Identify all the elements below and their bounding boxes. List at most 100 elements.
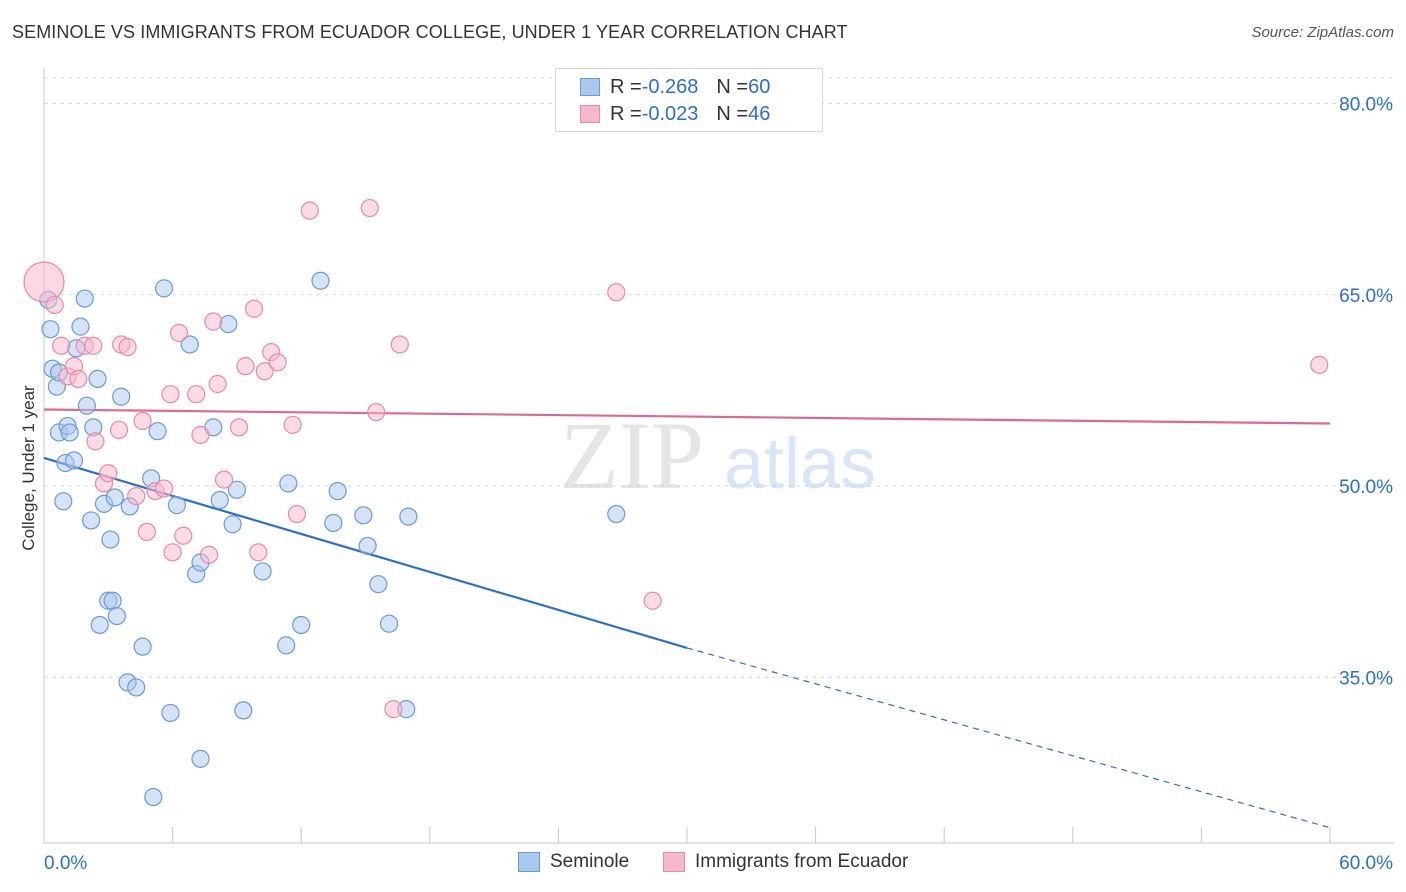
- legend-label-seminole: Seminole: [550, 851, 630, 872]
- seminole-point: [399, 507, 418, 526]
- chart-title: SEMINOLE VS IMMIGRANTS FROM ECUADOR COLL…: [12, 22, 848, 42]
- n-label: N =: [716, 102, 749, 125]
- seminole-point: [279, 474, 298, 493]
- watermark-zip: ZIP: [560, 402, 704, 509]
- seminole-point: [358, 536, 377, 556]
- seminole-point: [54, 492, 73, 511]
- ecuador-point: [643, 591, 662, 610]
- seminole-point: [60, 423, 79, 442]
- ecuador-point: [244, 299, 264, 318]
- ecuador-point: [229, 418, 249, 437]
- seminole-point: [133, 637, 152, 656]
- seminole-point: [71, 317, 90, 336]
- ecuador-point: [287, 504, 307, 524]
- ecuador-point: [236, 357, 255, 376]
- tick-labels: 35.0% 50.0% 65.0% 80.0% 0.0% 60.0%: [44, 95, 1393, 875]
- r-value: -0.268: [641, 75, 699, 98]
- ecuador-point: [283, 415, 302, 434]
- seminole-point: [82, 511, 101, 530]
- ecuador-point: [45, 295, 64, 315]
- seminole-point: [41, 320, 60, 339]
- seminole-point: [90, 615, 109, 635]
- seminole-point: [167, 496, 186, 515]
- ecuador-trend-line: [43, 408, 1331, 425]
- ecuador-point: [133, 411, 152, 431]
- seminole-point: [75, 289, 94, 308]
- seminole-point: [101, 530, 120, 549]
- y-tick-label: 50.0%: [1339, 477, 1393, 498]
- ecuador-point: [214, 470, 234, 489]
- legend-item-seminole[interactable]: Seminole: [518, 851, 629, 873]
- ecuador-point: [99, 464, 118, 483]
- seminole-point: [227, 480, 246, 499]
- seminole-point: [127, 678, 146, 697]
- ecuador-point: [69, 369, 88, 388]
- seminole-point: [107, 606, 126, 626]
- ecuador-point: [161, 385, 180, 404]
- seminole-point: [210, 490, 229, 510]
- y-tick-label: 80.0%: [1339, 95, 1393, 116]
- seminole-point: [112, 387, 131, 406]
- ecuador-point: [127, 487, 146, 506]
- seminole-swatch: [518, 852, 540, 872]
- ecuador-point: [137, 522, 156, 542]
- seminole-point: [292, 615, 311, 635]
- watermark-atlas: atlas: [724, 424, 876, 504]
- seminole-swatch: [580, 78, 600, 96]
- ecuador-point: [300, 201, 319, 220]
- ecuador-point: [23, 261, 65, 303]
- seminole-point: [379, 614, 399, 633]
- seminole-point: [328, 482, 347, 501]
- ecuador-point: [169, 323, 189, 343]
- ecuador-swatch: [580, 105, 600, 123]
- ecuador-point: [255, 362, 274, 381]
- axes: [43, 68, 1394, 844]
- ecuador-point: [360, 198, 379, 218]
- seminole-point: [64, 451, 84, 470]
- ecuador-point: [84, 336, 103, 355]
- ecuador-point: [268, 353, 287, 372]
- legend-row-ecuador: R = -0.023 N = 46: [580, 101, 770, 127]
- seminole-point: [103, 591, 122, 610]
- seminole-point: [154, 279, 174, 298]
- x-tick-label-left: 0.0%: [44, 853, 87, 874]
- y-axis-label: College, Under 1 year: [19, 385, 38, 551]
- seminole-point: [148, 422, 167, 441]
- chart-source: Source: ZipAtlas.com: [1251, 24, 1394, 41]
- legend-row-seminole: R = -0.268 N = 60: [580, 74, 770, 100]
- seminole-point: [77, 396, 96, 415]
- seminole-point: [191, 749, 210, 768]
- seminole-point: [219, 314, 238, 334]
- ecuador-point: [174, 526, 193, 545]
- r-label: R =: [610, 102, 642, 125]
- n-value: 46: [748, 102, 771, 125]
- ecuador-point: [367, 402, 386, 422]
- ecuador-point: [163, 543, 182, 562]
- ecuador-point: [390, 335, 409, 354]
- ecuador-point: [607, 283, 626, 302]
- seminole-point: [607, 504, 626, 524]
- ecuador-point: [118, 337, 137, 357]
- seminole-point: [253, 562, 272, 581]
- seminole-point: [354, 506, 373, 525]
- ecuador-point: [154, 479, 174, 498]
- series-legend: Seminole Immigrants from Ecuador: [0, 851, 1406, 877]
- grid-lines: [44, 77, 1394, 678]
- ecuador-point: [191, 425, 210, 445]
- ecuador-point: [52, 336, 71, 355]
- y-tick-label: 65.0%: [1339, 286, 1393, 307]
- legend-label-ecuador: Immigrants from Ecuador: [695, 851, 909, 872]
- r-label: R =: [610, 75, 642, 98]
- seminole-point: [223, 515, 242, 534]
- seminole-trend-extension: [686, 647, 1331, 829]
- ecuador-point: [208, 374, 227, 394]
- legend-item-ecuador[interactable]: Immigrants from Ecuador: [663, 851, 908, 873]
- y-tick-label: 35.0%: [1339, 668, 1393, 689]
- x-tick-label-right: 60.0%: [1339, 853, 1393, 874]
- ecuador-point: [249, 543, 268, 562]
- data-points: [23, 198, 1329, 807]
- ecuador-point: [1310, 355, 1329, 374]
- seminole-point: [369, 575, 388, 594]
- ecuador-point: [187, 385, 206, 404]
